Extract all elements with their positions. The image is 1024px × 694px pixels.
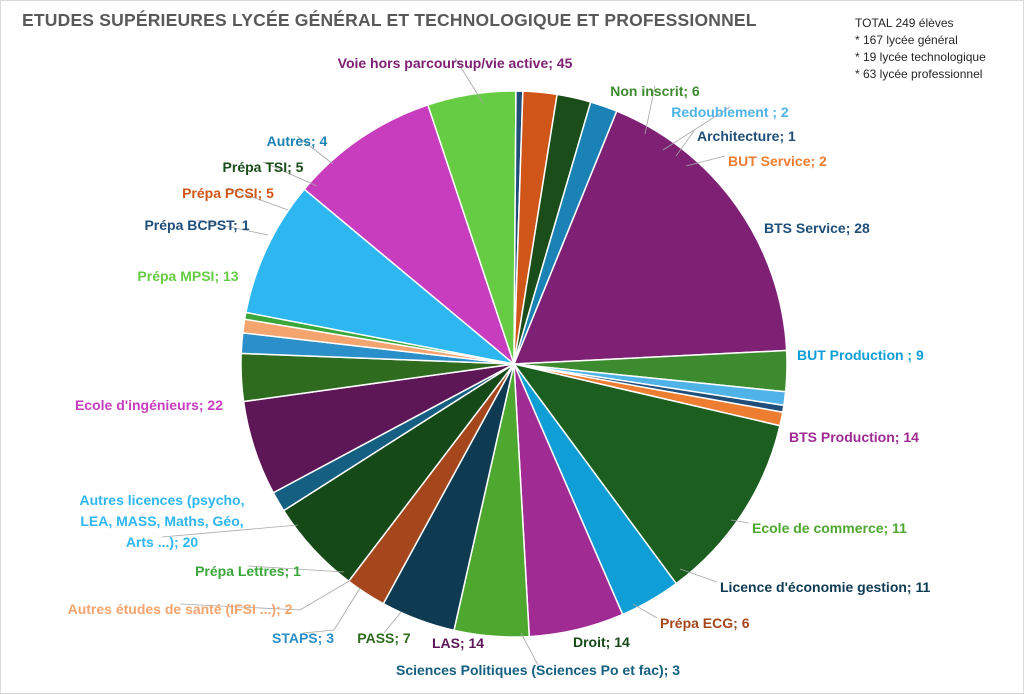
totals-note: TOTAL 249 élèves * 167 lycée général * 1… (855, 15, 986, 83)
slice-label: BTS Service; 28 (764, 220, 870, 236)
leader-line (302, 587, 361, 634)
pie-slice (513, 101, 618, 365)
slice-label: Prépa BCPST; 1 (144, 217, 249, 233)
slice-label: Droit; 14 (573, 634, 630, 650)
pie-labels: Voie hors parcoursup/vie active; 45 Non i… (68, 55, 931, 678)
leader-line (383, 611, 402, 634)
leader-line (662, 106, 731, 151)
slice-label: BUT Production ; 9 (797, 347, 924, 363)
leader-line (685, 155, 726, 167)
slice-label: Prépa ECG; 6 (660, 615, 750, 631)
leader-line (454, 57, 484, 104)
leader-line (730, 519, 750, 524)
slice-label: Prépa MPSI; 13 (137, 268, 238, 284)
pie-slices (240, 90, 788, 638)
leader-line (262, 161, 318, 187)
leader-line (632, 603, 658, 619)
leader-line (520, 632, 539, 666)
leader-line (247, 565, 345, 573)
slice-label: Ecole d'ingénieurs; 22 (75, 397, 223, 413)
slice-label: Autres études de santé (IFSI ...); 2 (68, 601, 293, 617)
pie-slice (245, 188, 515, 365)
totals-line: * 63 lycée professionnel (855, 67, 983, 81)
totals-line: TOTAL 249 élèves (855, 16, 954, 30)
totals-line: * 19 lycée technologique (855, 50, 986, 64)
slice-label: Prépa Lettres; 1 (195, 563, 301, 579)
totals-line: * 167 lycée général (855, 33, 958, 47)
leader-line (196, 219, 269, 236)
slice-label: Prépa PCSI; 5 (182, 185, 274, 201)
leader-line (227, 187, 289, 211)
slice-label: Prépa TSI; 5 (223, 159, 304, 175)
slice-label: Autres licences (psycho, LEA, MASS, Maths… (80, 492, 245, 550)
slice-label: LAS; 14 (432, 635, 484, 651)
leader-line (296, 135, 334, 165)
slice-label: Architecture; 1 (697, 128, 796, 144)
slice-label: Non inscrit; 6 (610, 83, 700, 99)
leader-line (675, 130, 695, 157)
leader-line (161, 524, 299, 538)
slice-label: BUT Service; 2 (728, 153, 827, 169)
slice-label: Ecole de commerce; 11 (752, 520, 907, 536)
chart-title: ETUDES SUPÉRIEURES LYCÉE GÉNÉRAL ET TECH… (22, 10, 757, 30)
slice-label: Licence d'économie gestion; 11 (720, 579, 930, 595)
leader-line (644, 85, 656, 135)
slice-label: Voie hors parcoursup/vie active; 45 (338, 55, 573, 71)
slice-label: STAPS; 3 (272, 630, 334, 646)
pie-slice (512, 362, 781, 585)
slice-label: Autres; 4 (267, 133, 328, 149)
slice-label: BTS Production; 14 (789, 429, 919, 445)
leader-line (179, 579, 352, 611)
slice-label: Redoublement ; 2 (671, 104, 789, 120)
leader-line (679, 568, 718, 583)
slice-label: PASS; 7 (357, 630, 411, 646)
slice-label: Sciences Politiques (Sciences Po et fac)… (396, 662, 680, 678)
